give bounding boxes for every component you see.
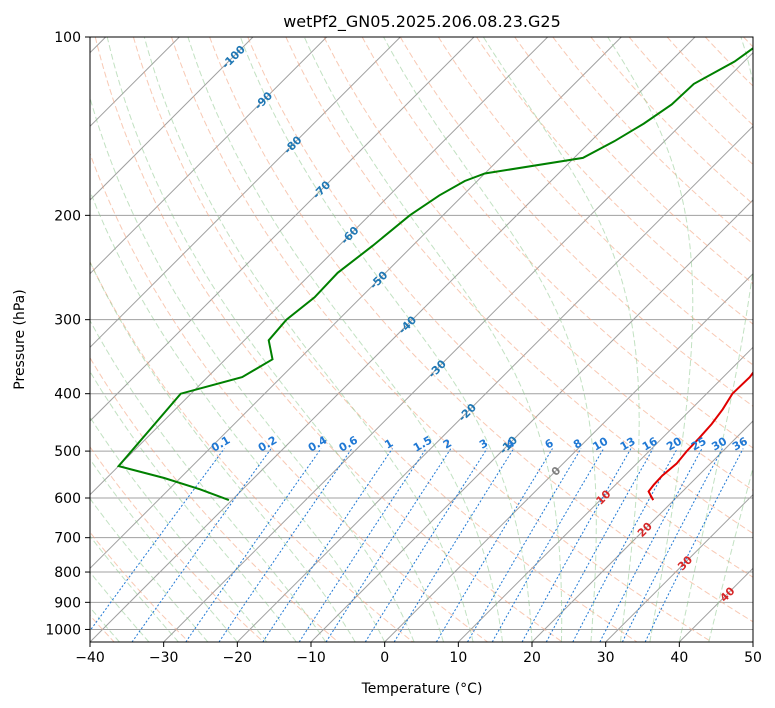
dry-adiabat-line (437, 37, 753, 366)
dry-adiabat-line (247, 37, 753, 578)
dry-adiabat-line (94, 37, 563, 642)
mixing-ratio-line (435, 448, 553, 642)
moist-adiabat-line (90, 416, 268, 642)
dewpoint-profile-line (116, 47, 753, 502)
mixing-ratio-line (491, 448, 605, 642)
moist-adiabat-line (187, 37, 503, 642)
x-axis-ticks: −40 −30 −20 −10 0 10 20 30 40 50 (75, 642, 762, 666)
moist-adiabat-line (678, 37, 753, 642)
y-tick-label: 700 (54, 531, 81, 547)
x-tick-label: 30 (597, 650, 615, 666)
mixing-ratio-line (599, 448, 703, 642)
isotherm-line (90, 37, 401, 349)
y-axis-ticks: 100 200 300 400 500 600 700 800 900 1000 (45, 30, 90, 638)
dry-adiabat-line (90, 260, 414, 642)
dry-adiabat-line (476, 37, 753, 325)
isotherm-line (605, 493, 753, 642)
plot-frame (89, 36, 754, 643)
y-tick-label: 300 (54, 313, 81, 329)
x-tick-label: −40 (75, 650, 105, 666)
isotherm-line (90, 37, 254, 201)
y-tick-label: 100 (54, 30, 81, 46)
chart-title: wetPf2_GN05.2025.206.08.23.G25 (283, 12, 561, 32)
moist-adiabat-line (303, 37, 563, 642)
dry-adiabat-lines (90, 37, 753, 642)
y-tick-label: 200 (54, 208, 81, 224)
moist-adiabat-line (143, 37, 474, 642)
mixing-ratio-line (621, 448, 723, 642)
mixing-ratio-line (218, 448, 353, 642)
x-tick-label: −10 (296, 650, 326, 666)
dry-adiabat-line (628, 37, 753, 166)
mixing-ratio-line (467, 448, 582, 642)
dry-adiabat-line (209, 37, 753, 623)
y-tick-label: 800 (54, 565, 81, 581)
x-tick-label: −30 (149, 650, 179, 666)
moist-adiabat-line (383, 37, 597, 642)
mixing-ratio-line (131, 448, 272, 642)
moist-adiabat-line (239, 37, 533, 642)
y-tick-label: 900 (54, 595, 81, 611)
moist-adiabat-line (607, 37, 694, 642)
mixing-ratio-line (298, 448, 427, 642)
mixing-ratio-line (325, 448, 452, 642)
isotherm-line (90, 37, 475, 422)
dry-adiabat-line (132, 37, 638, 642)
y-tick-label: 400 (54, 387, 81, 403)
mixing-ratio-line (545, 448, 654, 642)
moist-adiabat-line (90, 260, 356, 642)
mixing-ratio-lines (90, 448, 744, 642)
mixing-ratio-line (393, 448, 515, 642)
y-tick-label: 600 (54, 491, 81, 507)
dry-adiabat-line (514, 37, 753, 285)
isotherm-line (90, 37, 622, 570)
moist-adiabat-line (90, 96, 415, 642)
x-tick-label: 50 (744, 650, 762, 666)
sounding-profiles (116, 47, 753, 502)
mixing-ratio-line (185, 448, 322, 642)
x-axis-label: Temperature (°C) (361, 681, 483, 697)
plot-background (90, 37, 753, 642)
plot-area: -100-90-80-70-60-50-40-30-20-10010203040… (90, 37, 753, 642)
moist-adiabat-line (90, 370, 297, 642)
isotherm-line (90, 37, 696, 642)
isotherm-line (90, 37, 328, 275)
y-tick-label: 1000 (45, 622, 81, 638)
moist-adiabat-line (482, 37, 640, 642)
moist-adiabat-line (106, 37, 445, 642)
pressure-gridlines (90, 37, 753, 630)
isotherm-line (384, 272, 753, 642)
moist-adiabat-line (90, 497, 209, 642)
x-tick-label: 20 (523, 650, 541, 666)
isotherm-line (236, 125, 753, 642)
y-tick-label: 500 (54, 444, 81, 460)
isotherm-line (531, 420, 753, 642)
temperature-profile-line (647, 371, 753, 501)
moist-adiabat-line (90, 189, 386, 642)
dry-adiabat-line (361, 37, 753, 449)
dry-adiabat-line (90, 531, 190, 642)
isotherm-line (163, 51, 753, 642)
moist-adiabat-line (90, 458, 238, 642)
x-tick-label: 0 (380, 650, 389, 666)
mixing-ratio-line (90, 448, 225, 632)
mixing-ratio-line (572, 448, 678, 642)
isotherm-line (90, 37, 549, 496)
dry-adiabat-line (171, 37, 712, 642)
y-axis-label: Pressure (hPa) (12, 289, 28, 389)
x-tick-label: 10 (449, 650, 467, 666)
dry-adiabat-line (590, 37, 753, 205)
mixing-ratio-line (364, 448, 488, 642)
mixing-ratio-line (262, 448, 393, 642)
moist-adiabat-line (90, 535, 179, 642)
x-tick-label: −20 (223, 650, 253, 666)
x-tick-label: 40 (670, 650, 688, 666)
dry-adiabat-line (90, 446, 264, 642)
dry-adiabat-line (399, 37, 753, 407)
isotherm-line (310, 199, 753, 642)
mixing-ratio-line (644, 448, 744, 642)
